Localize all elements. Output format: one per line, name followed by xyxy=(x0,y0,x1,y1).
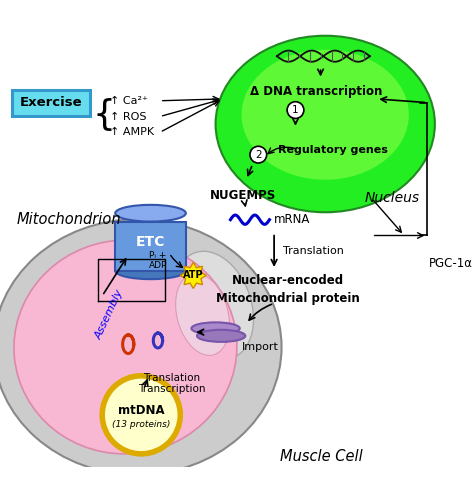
Text: mtDNA: mtDNA xyxy=(118,404,164,417)
Ellipse shape xyxy=(14,240,237,454)
Text: NUGEMPS: NUGEMPS xyxy=(210,189,276,202)
Text: ↑ ROS: ↑ ROS xyxy=(109,112,146,121)
Text: Nuclear-encoded
Mitochondrial protein: Nuclear-encoded Mitochondrial protein xyxy=(216,274,360,305)
Text: PGC-1α: PGC-1α xyxy=(429,257,473,270)
Text: Import: Import xyxy=(242,342,278,352)
Ellipse shape xyxy=(174,251,254,359)
Text: {: { xyxy=(93,98,116,132)
FancyBboxPatch shape xyxy=(115,223,186,271)
FancyBboxPatch shape xyxy=(12,90,90,116)
Circle shape xyxy=(250,146,267,163)
Text: ATP: ATP xyxy=(183,271,203,280)
Ellipse shape xyxy=(197,330,246,342)
Text: 1: 1 xyxy=(292,105,299,115)
Text: Translation: Translation xyxy=(283,246,344,257)
Text: Transcription: Transcription xyxy=(138,384,206,394)
Text: Pᵢ +
ADP: Pᵢ + ADP xyxy=(149,251,167,270)
Text: Translation: Translation xyxy=(143,373,201,383)
Text: Δ DNA transcription: Δ DNA transcription xyxy=(250,85,382,98)
Ellipse shape xyxy=(216,36,435,212)
Text: Nucleus: Nucleus xyxy=(365,191,420,205)
Ellipse shape xyxy=(175,273,229,355)
Text: (13 proteins): (13 proteins) xyxy=(112,420,171,429)
Text: Muscle Cell: Muscle Cell xyxy=(280,449,363,464)
Text: ↑ Ca²⁺: ↑ Ca²⁺ xyxy=(109,96,147,106)
Ellipse shape xyxy=(191,322,240,334)
Ellipse shape xyxy=(0,219,282,475)
Text: Assembly: Assembly xyxy=(94,288,126,341)
Text: ↑ AMPK: ↑ AMPK xyxy=(109,127,154,137)
Ellipse shape xyxy=(242,50,409,180)
Text: 2: 2 xyxy=(255,150,262,160)
Text: Mitochondrion: Mitochondrion xyxy=(17,212,121,227)
Text: Exercise: Exercise xyxy=(20,96,82,109)
Text: Regulatory genes: Regulatory genes xyxy=(278,145,388,155)
Text: ETC: ETC xyxy=(136,235,165,249)
Circle shape xyxy=(102,376,180,454)
Text: mRNA: mRNA xyxy=(274,213,310,226)
FancyBboxPatch shape xyxy=(0,11,447,473)
Circle shape xyxy=(287,102,304,119)
Ellipse shape xyxy=(115,205,186,222)
Polygon shape xyxy=(180,262,206,288)
Ellipse shape xyxy=(115,262,186,279)
